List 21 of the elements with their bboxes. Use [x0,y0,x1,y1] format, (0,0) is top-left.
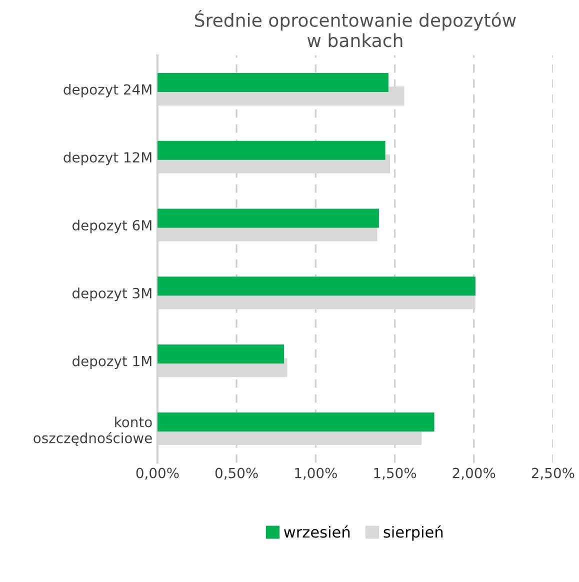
legend-label: wrzesień [284,525,350,538]
bar [157,344,284,364]
chart-title: Średnie oprocentowanie depozytów w bankach [195,10,516,48]
x-tick-label: 1,00% [295,468,337,480]
y-tick-label: depozyt 1M [72,356,152,370]
bar [157,412,434,432]
y-tick-label: konto oszczędnościowe [34,416,152,446]
x-tick-label: 0,00% [136,468,179,480]
x-tick-label: 0,50% [215,468,258,480]
y-tick-label: depozyt 3M [72,288,152,302]
x-tick-label: 2,00% [452,468,496,480]
legend-label: sierpień [384,525,443,541]
bar [157,72,388,92]
x-tick-label: 2,50% [532,468,574,480]
y-tick-label: depozyt 12M [64,152,152,166]
bar [157,276,476,296]
y-tick-label: depozyt 6M [72,220,152,234]
bar [157,208,379,228]
bar [157,140,386,160]
y-tick-label: depozyt 24M [64,84,152,98]
x-tick-label: 1,50% [374,468,416,480]
